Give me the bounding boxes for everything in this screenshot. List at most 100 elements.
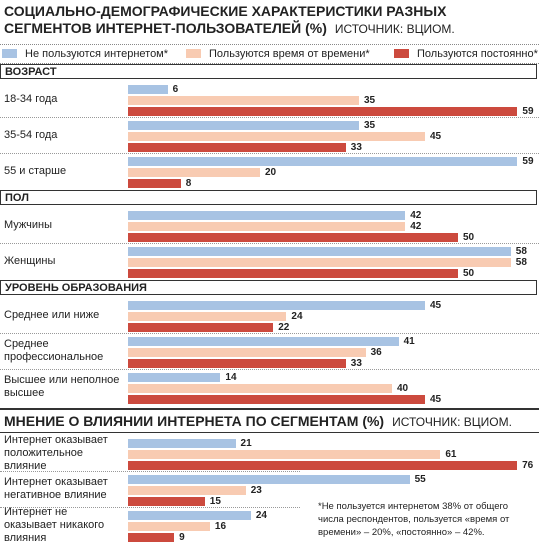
value-label: 22 — [278, 322, 290, 333]
bar — [128, 233, 458, 242]
title-text: СОЦИАЛЬНО-ДЕМОГРАФИЧЕСКИЕ ХАРАКТЕРИСТИКИ… — [4, 3, 447, 36]
bar — [128, 96, 359, 105]
bar — [128, 222, 406, 231]
source: ИСТОЧНИК: ВЦИОМ. — [392, 415, 512, 429]
bar — [128, 179, 181, 188]
bar — [128, 337, 399, 346]
value-label: 45 — [430, 300, 442, 311]
value-label: 58 — [515, 257, 527, 268]
bar — [128, 258, 511, 267]
bar — [128, 395, 425, 404]
category-label: Интернет не оказывает никакого влияния — [4, 505, 105, 544]
title-text: МНЕНИЕ О ВЛИЯНИИ ИНТЕРНЕТА ПО СЕГМЕНТАМ … — [4, 413, 385, 429]
value-label: 50 — [463, 232, 475, 243]
separator — [0, 333, 539, 334]
separator — [0, 507, 300, 508]
category-label: Женщины — [4, 254, 56, 267]
value-label: 21 — [240, 438, 252, 449]
value-label: 33 — [350, 358, 362, 369]
value-label: 59 — [522, 106, 534, 117]
value-label: 20 — [265, 167, 277, 178]
value-label: 76 — [522, 460, 534, 471]
value-label: 61 — [445, 449, 457, 460]
value-label: 15 — [209, 496, 221, 507]
value-label: 42 — [410, 210, 422, 221]
category-label: Среднее или ниже — [4, 308, 100, 321]
source: ИСТОЧНИК: ВЦИОМ. — [334, 22, 455, 36]
value-label: 36 — [370, 347, 382, 358]
separator — [0, 117, 539, 118]
divider — [0, 408, 539, 410]
value-label: 59 — [522, 156, 534, 167]
value-label: 58 — [515, 246, 527, 257]
category-label: 55 и старше — [4, 164, 67, 177]
bar — [128, 497, 205, 506]
separator — [0, 243, 539, 244]
legend-text: Пользуются постоянно* — [417, 48, 538, 60]
bar — [128, 247, 511, 256]
value-label: 40 — [397, 383, 409, 394]
value-label: 16 — [214, 521, 227, 532]
bar — [128, 211, 406, 220]
bar — [128, 522, 210, 531]
separator — [0, 471, 300, 472]
chart-title: МНЕНИЕ О ВЛИЯНИИ ИНТЕРНЕТА ПО СЕГМЕНТАМ … — [4, 413, 534, 431]
bar — [128, 533, 175, 542]
value-label: 45 — [430, 394, 442, 405]
bar — [128, 323, 274, 332]
bar — [128, 384, 392, 393]
legend-item: Не пользуются интернетом* — [2, 48, 168, 60]
category-label: Высшее или неполное высшее — [4, 374, 120, 399]
value-label: 8 — [185, 178, 192, 189]
bar — [128, 348, 366, 357]
bar — [128, 312, 287, 321]
value-label: 45 — [430, 131, 442, 142]
legend-swatch — [186, 49, 201, 58]
bar — [128, 373, 221, 382]
value-label: 23 — [250, 485, 262, 496]
bar — [128, 132, 425, 141]
section-header: ПОЛ — [0, 190, 537, 205]
legend-swatch — [394, 49, 409, 58]
bar — [128, 269, 458, 278]
bar — [128, 461, 518, 470]
value-label: 42 — [410, 221, 422, 232]
value-label: 41 — [403, 336, 415, 347]
section-header: ВОЗРАСТ — [0, 64, 537, 79]
category-label: Среднее профессиональное — [4, 338, 104, 363]
footnote: *Не пользуется интернетом 38% от общего … — [318, 501, 510, 538]
value-label: 50 — [463, 268, 475, 279]
category-label: Мужчины — [4, 218, 53, 231]
category-label: 18-34 года — [4, 92, 58, 105]
section-header: УРОВЕНЬ ОБРАЗОВАНИЯ — [0, 280, 537, 295]
separator — [0, 153, 539, 154]
chart-title: СОЦИАЛЬНО-ДЕМОГРАФИЧЕСКИЕ ХАРАКТЕРИСТИКИ… — [4, 3, 534, 38]
value-label: 14 — [225, 372, 237, 383]
value-label: 24 — [255, 510, 267, 521]
legend: Не пользуются интернетом* Пользуются врем… — [0, 44, 539, 64]
legend-text: Не пользуются интернетом* — [25, 48, 169, 60]
category-label: Интернет оказывает положительное влияние — [4, 433, 108, 472]
bar — [128, 450, 441, 459]
legend-item: Пользуются постоянно* — [394, 48, 538, 60]
bar — [128, 157, 518, 166]
value-label: 6 — [172, 84, 179, 95]
bar — [128, 475, 410, 484]
bar — [128, 121, 359, 130]
value-label: 33 — [350, 142, 362, 153]
value-label: 55 — [414, 474, 426, 485]
value-label: 35 — [364, 95, 376, 106]
category-label: Интернет оказывает негативное влияние — [4, 476, 108, 501]
bar — [128, 143, 346, 152]
separator — [0, 369, 539, 370]
bar — [128, 359, 346, 368]
value-label: 9 — [179, 532, 185, 543]
separator — [0, 432, 539, 433]
bar — [128, 301, 425, 310]
value-label: 35 — [364, 120, 376, 131]
bar — [128, 486, 246, 495]
legend-item: Пользуются время от времени* — [186, 48, 370, 60]
bar — [128, 168, 260, 177]
bar — [128, 439, 236, 448]
